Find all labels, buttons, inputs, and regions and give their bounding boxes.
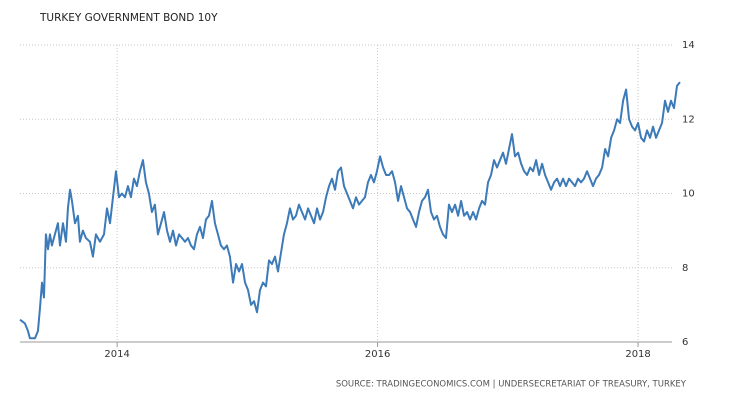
source: SOURCE: TRADINGECONOMICS.COM | UNDERSECR… <box>336 380 687 390</box>
x-tick-label: 2014 <box>104 349 129 360</box>
y-tick-label: 12 <box>682 114 695 125</box>
x-tick-label: 2018 <box>625 349 650 360</box>
y-tick-label: 8 <box>682 263 688 274</box>
x-tick-label: 2016 <box>365 349 390 360</box>
chart-title: TURKEY GOVERNMENT BOND 10Y <box>39 12 218 24</box>
y-tick-label: 10 <box>682 189 695 200</box>
y-tick-label: 6 <box>682 337 688 348</box>
line-series <box>19 81 681 340</box>
y-tick-label: 14 <box>682 40 695 51</box>
